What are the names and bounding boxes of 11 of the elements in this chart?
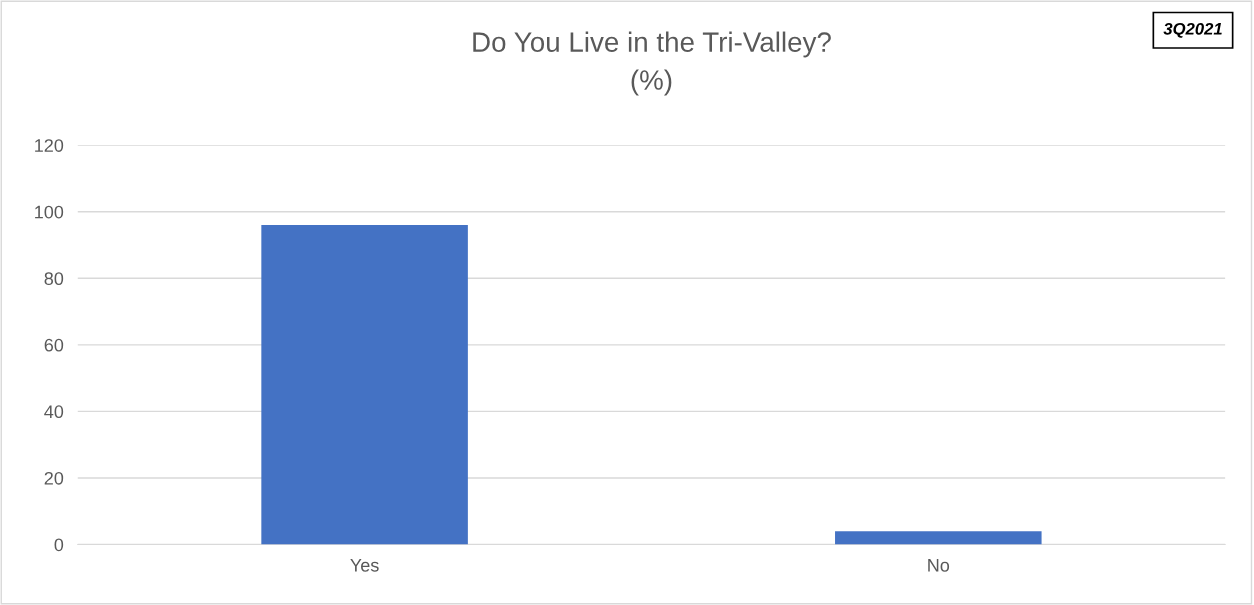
chart-title: Do You Live in the Tri-Valley? (%) [473, 31, 831, 96]
text: 3Q2021 [1163, 22, 1222, 38]
x-tick-label: No [928, 559, 950, 572]
y-tick-label: 60 [44, 338, 64, 352]
y-tick-label: 40 [44, 405, 64, 419]
y-tick-label: 120 [35, 139, 64, 152]
y-tick-label: 80 [44, 272, 64, 286]
y-tick-label: 20 [44, 471, 64, 485]
y-tick-label: 100 [35, 205, 64, 219]
y-tick-label: 0 [54, 538, 64, 552]
x-tick-label: Yes [350, 559, 379, 572]
